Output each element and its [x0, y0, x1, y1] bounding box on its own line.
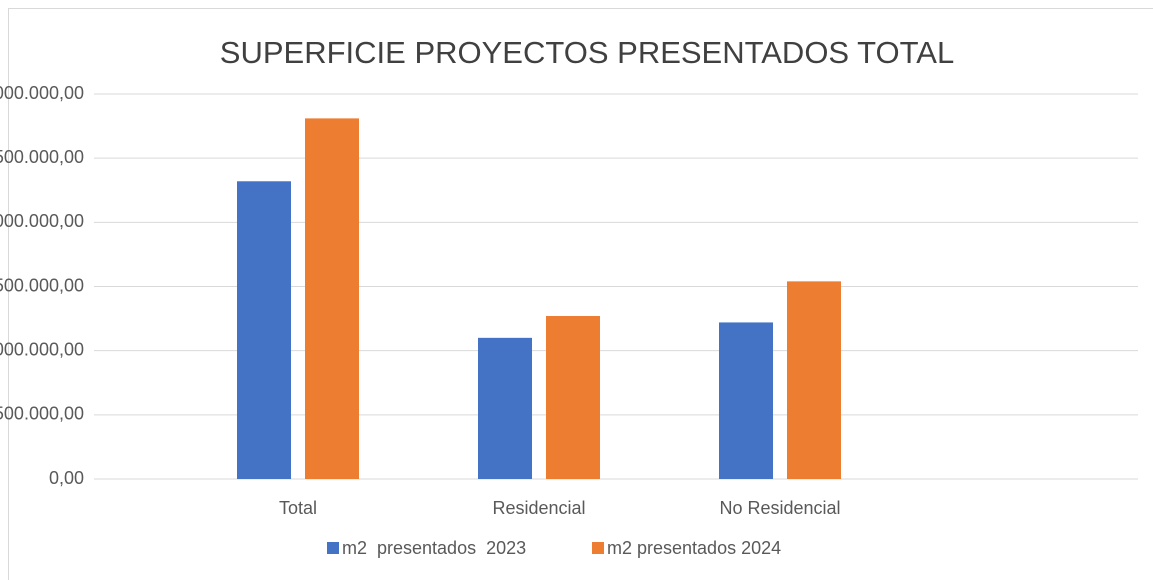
legend-label: m2 presentados 2024 [607, 538, 781, 558]
legend-swatch [327, 542, 339, 554]
legend-swatch [592, 542, 604, 554]
bar [237, 181, 291, 479]
y-tick-label: 1.500.000,00 [0, 275, 84, 295]
y-tick-label: 2.000.000,00 [0, 211, 84, 231]
y-tick-label: 3.000.000,00 [0, 83, 84, 103]
bar [719, 322, 773, 479]
y-tick-label: 2.500.000,00 [0, 147, 84, 167]
bar [787, 281, 841, 479]
chart-title: SUPERFICIE PROYECTOS PRESENTADOS TOTAL [220, 35, 954, 70]
chart-frame [8, 8, 1153, 580]
y-tick-label: 500.000,00 [0, 404, 84, 424]
bar [546, 316, 600, 479]
legend-label: m2 presentados 2023 [342, 538, 526, 558]
x-tick-label: Total [279, 498, 317, 518]
x-tick-label: Residencial [492, 498, 585, 518]
bar [478, 337, 532, 479]
y-tick-label: 0,00 [49, 468, 84, 488]
y-tick-label: 1.000.000,00 [0, 339, 84, 359]
x-tick-label: No Residencial [719, 498, 840, 518]
bar [305, 118, 359, 479]
